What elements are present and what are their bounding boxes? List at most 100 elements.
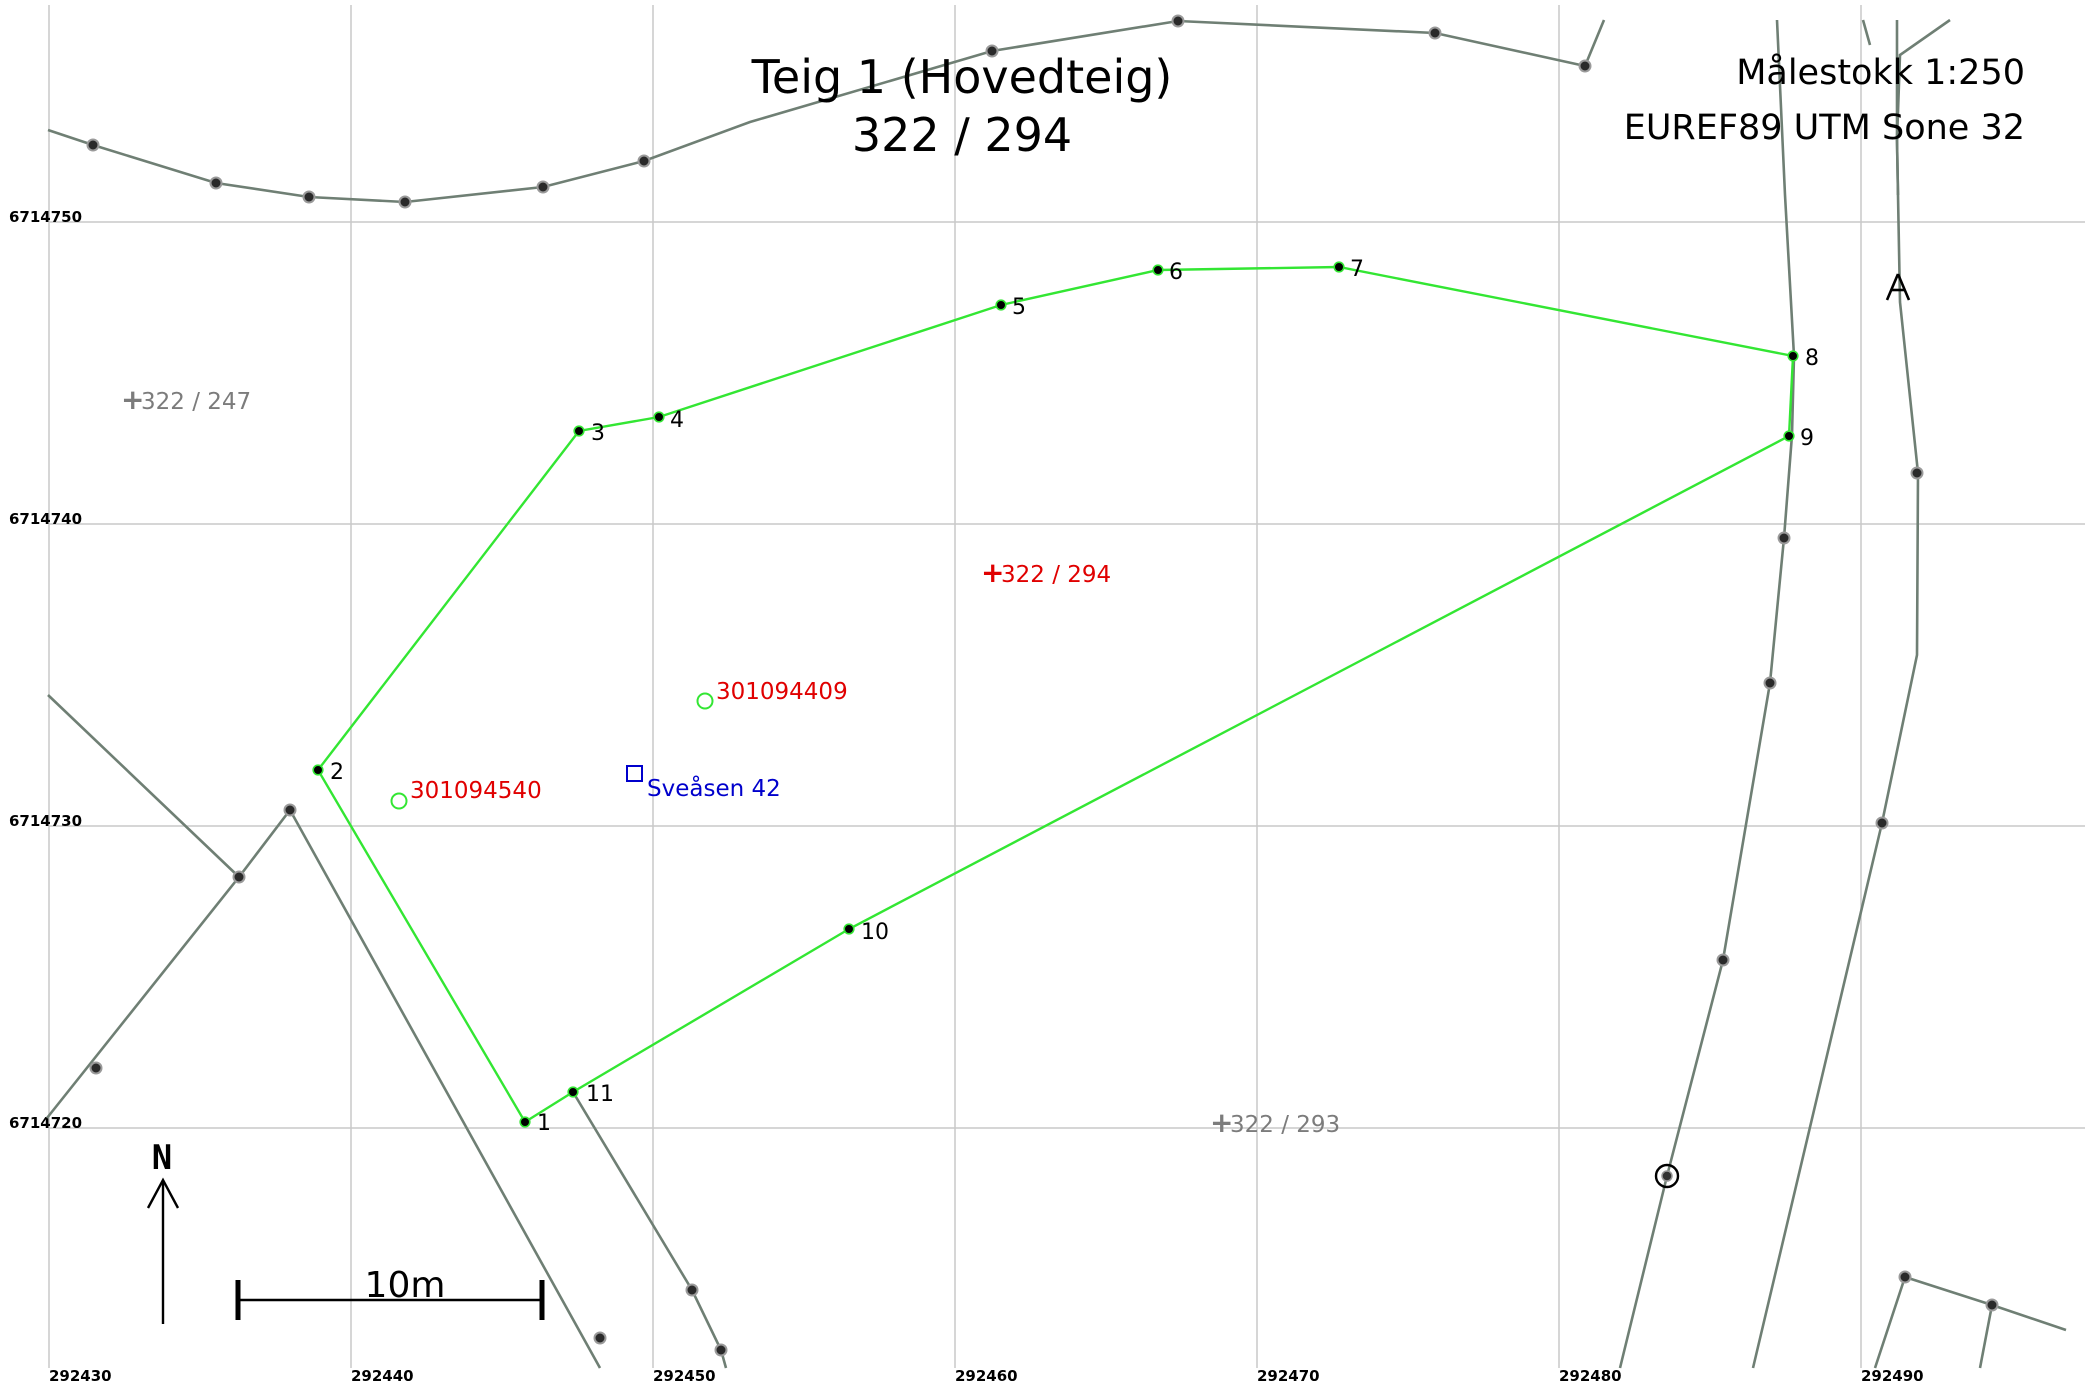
parcel-boundary-322-294[interactable] (316, 265, 1795, 1124)
easting-label: 292490 (1861, 1367, 1924, 1384)
northing-label: 6714720 (9, 1114, 82, 1132)
corner-point-10 (843, 923, 855, 935)
northing-label: 6714730 (9, 812, 82, 830)
scale-bar-label: 10m (365, 1265, 446, 1306)
parcel-centroid-icon: + (121, 383, 144, 416)
corner-point-7 (1333, 261, 1345, 273)
scale-ratio-label: Målestokk 1:250 (1736, 52, 2025, 93)
boundary-point (209, 176, 223, 190)
parcel-centroid-icon: + (1210, 1106, 1233, 1139)
corner-label-3: 3 (591, 421, 605, 446)
building-number-label: 301094540 (410, 778, 542, 804)
neighbour-boundary-segment (1861, 19, 1872, 46)
boundary-point (1898, 1270, 1912, 1284)
building-circle-icon (390, 792, 408, 810)
corner-point-11 (567, 1086, 579, 1098)
corner-label-11: 11 (586, 1082, 614, 1107)
building-marker[interactable]: 301094409 (696, 679, 848, 710)
easting-label: 292480 (1559, 1367, 1622, 1384)
corner-points (312, 261, 1799, 1128)
corner-point-2 (312, 764, 324, 776)
parcel-label-main[interactable]: + 322 / 294 (981, 556, 1111, 589)
boundary-point (86, 138, 100, 152)
road-edge-east-outer (1895, 18, 1951, 196)
coordinate-grid (48, 5, 2085, 1368)
parcel-label-neighbour[interactable]: + 322 / 293 (1210, 1106, 1340, 1139)
boundary-point (89, 1061, 103, 1075)
boundary-point (714, 1343, 728, 1357)
easting-label: 292430 (49, 1367, 112, 1384)
corner-label-6: 6 (1169, 260, 1183, 285)
boundary-point (1716, 953, 1730, 967)
corner-point-1 (519, 1116, 531, 1128)
easting-label: 292450 (653, 1367, 716, 1384)
corner-point-6 (1152, 264, 1164, 276)
boundary-point (1875, 816, 1889, 830)
neighbour-boundary-segment (45, 876, 241, 1119)
boundary-point (1777, 531, 1791, 545)
neighbour-boundary-southeast (1873, 1275, 2067, 1369)
neighbour-parcel-label: 322 / 293 (1230, 1112, 1340, 1138)
building-circle-icon (696, 692, 714, 710)
address-label: Sveåsen 42 (647, 774, 781, 802)
corner-label-8: 8 (1805, 346, 1819, 371)
neighbour-boundary-south (571, 1091, 728, 1369)
boundary-point (232, 870, 246, 884)
map-subtitle: 322 / 294 (852, 108, 1072, 162)
boundary-point (637, 154, 651, 168)
north-arrow-icon: N (146, 1138, 180, 1324)
boundary-point (302, 190, 316, 204)
scale-bar: 10m (235, 1265, 545, 1320)
crs-label: EUREF89 UTM Sone 32 (1624, 108, 2025, 148)
neighbour-boundary-segment (1583, 19, 1606, 67)
easting-label: 292470 (1257, 1367, 1320, 1384)
map-title: Teig 1 (Hovedteig) (751, 50, 1173, 104)
boundary-point (985, 44, 999, 58)
address-marker[interactable]: Sveåsen 42 (626, 765, 781, 802)
boundary-point (593, 1331, 607, 1345)
corner-label-1: 1 (537, 1111, 551, 1136)
survey-marker-icon (1654, 1163, 1680, 1189)
triangulation-point-icon (1885, 273, 1911, 301)
corner-label-2: 2 (330, 760, 344, 785)
boundary-point (1428, 26, 1442, 40)
boundary-point (1578, 59, 1592, 73)
parcel-centroid-icon: + (981, 556, 1004, 589)
boundary-point (1985, 1298, 1999, 1312)
building-number-label: 301094409 (716, 679, 848, 705)
neighbour-parcel-label: 322 / 247 (141, 389, 251, 415)
neighbour-boundary-west (47, 694, 602, 1369)
main-parcel[interactable] (316, 265, 1795, 1124)
boundary-point (685, 1283, 699, 1297)
neighbour-boundary-north (47, 19, 1586, 204)
corner-point-8 (1787, 350, 1799, 362)
address-square-icon (626, 765, 643, 782)
corner-point-3 (573, 425, 585, 437)
corner-labels: 1 2 3 4 5 6 7 8 9 10 11 (330, 257, 1819, 1136)
northing-label: 6714750 (9, 208, 82, 226)
corner-point-9 (1783, 430, 1795, 442)
corner-point-4 (653, 411, 665, 423)
easting-label: 292440 (351, 1367, 414, 1384)
neighbour-boundary-points (86, 14, 1999, 1357)
corner-label-9: 9 (1800, 426, 1814, 451)
parcel-label-neighbour[interactable]: + 322 / 247 (121, 383, 251, 416)
neighbour-boundary-segment (1978, 1304, 1994, 1369)
corner-point-5 (995, 299, 1007, 311)
main-parcel-label: 322 / 294 (1001, 562, 1111, 588)
corner-label-10: 10 (861, 920, 889, 945)
boundary-point (536, 180, 550, 194)
grid-labels: 6714750 6714740 6714730 6714720 292430 2… (9, 208, 1924, 1384)
northing-label: 6714740 (9, 510, 82, 528)
corner-label-5: 5 (1012, 295, 1026, 320)
boundary-point (1763, 676, 1777, 690)
boundary-point (283, 803, 297, 817)
boundary-point (398, 195, 412, 209)
north-label: N (152, 1138, 172, 1178)
building-marker[interactable]: 301094540 (390, 778, 542, 810)
corner-label-7: 7 (1350, 257, 1364, 282)
corner-label-4: 4 (670, 408, 684, 433)
boundary-point (1910, 466, 1924, 480)
boundary-point (1171, 14, 1185, 28)
